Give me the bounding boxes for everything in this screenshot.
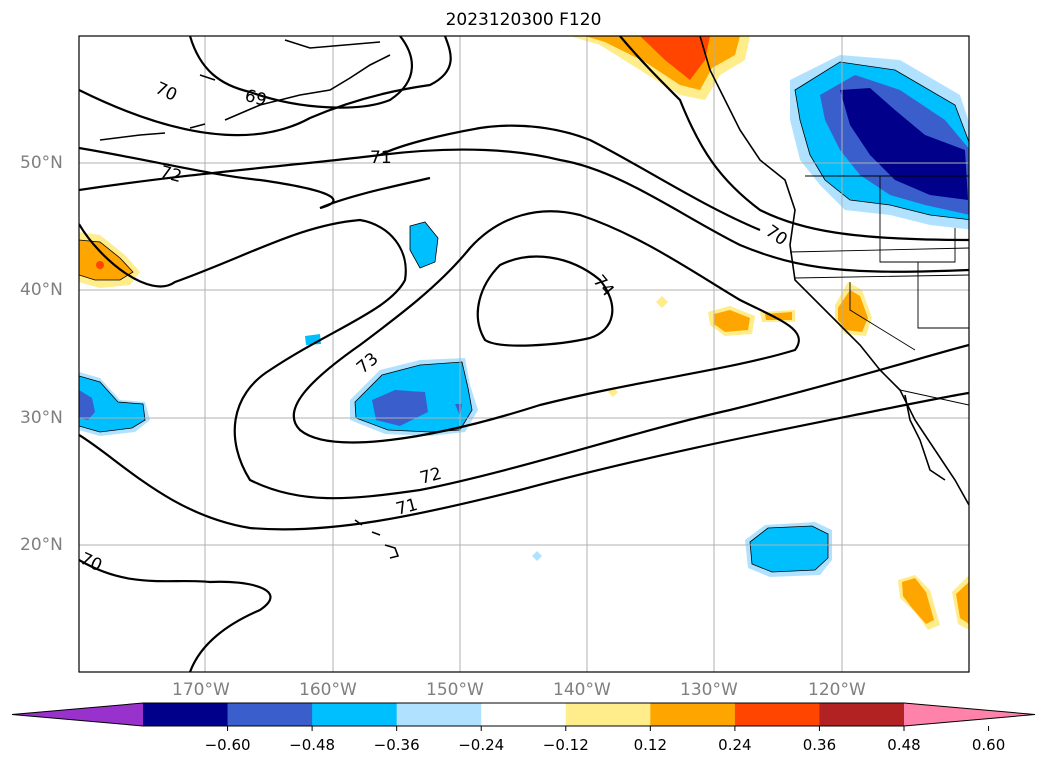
map-title: 2023120300 F120 xyxy=(445,10,602,30)
colorbar-extend-low xyxy=(12,703,143,726)
lon-label-150w: 150°W xyxy=(426,680,484,700)
colorbar-tick-label: −0.36 xyxy=(374,736,420,754)
colorbar-swatch xyxy=(565,703,651,726)
colorbar-swatch xyxy=(143,703,229,726)
colorbar-swatch xyxy=(312,703,398,726)
colorbar-swatch xyxy=(227,703,313,726)
contour-labels: 70 69 71 72 70 74 73 72 71 70 xyxy=(77,78,791,576)
contour-label-71-south: 71 xyxy=(394,495,420,520)
contour-label-72-west: 72 xyxy=(158,162,184,187)
colorbar-swatch xyxy=(650,703,736,726)
lon-label-160w: 160°W xyxy=(299,680,357,700)
map-gridlines xyxy=(79,36,969,672)
colorbar-swatch xyxy=(396,703,482,726)
colorbar-outline xyxy=(11,702,1036,727)
lat-label-40n: 40°N xyxy=(20,280,63,300)
lon-label-170w: 170°W xyxy=(172,680,230,700)
colorbar-tick-label: 0.36 xyxy=(803,736,836,754)
lat-label-50n: 50°N xyxy=(20,153,63,173)
contour-label-70-nw: 70 xyxy=(152,78,180,105)
colorbar-tick-label: −0.24 xyxy=(458,736,504,754)
lat-label-30n: 30°N xyxy=(20,408,63,428)
colorbar-swatch xyxy=(819,703,905,726)
lon-label-130w: 130°W xyxy=(680,680,738,700)
lon-label-140w: 140°W xyxy=(553,680,611,700)
contour-label-69: 69 xyxy=(243,86,269,111)
coastlines xyxy=(99,36,969,559)
map-frame xyxy=(78,35,970,673)
colorbar-tick-label: 0.24 xyxy=(718,736,751,754)
contour-label-71-north: 71 xyxy=(370,148,392,168)
colorbar-swatch xyxy=(734,703,820,726)
colorbar-swatch xyxy=(481,703,567,726)
lon-label-120w: 120°W xyxy=(808,680,866,700)
height-contours xyxy=(79,36,969,672)
political-borders xyxy=(789,175,969,406)
colorbar-tick-label: −0.60 xyxy=(205,736,251,754)
contour-label-70-sw: 70 xyxy=(77,549,105,576)
colorbar-tick-label: 0.48 xyxy=(887,736,920,754)
anomaly-outlines xyxy=(79,61,969,573)
colorbar-tick-label: −0.12 xyxy=(543,736,589,754)
contour-label-70-coast: 70 xyxy=(762,221,791,250)
colorbar-tick-label: −0.48 xyxy=(289,736,335,754)
lat-label-20n: 20°N xyxy=(20,535,63,555)
colorbar-tick-label: 0.12 xyxy=(634,736,667,754)
colorbar-extend-high xyxy=(904,703,1035,726)
map-field: 70 69 71 72 70 74 73 72 71 70 xyxy=(77,36,969,672)
colorbar-tick-label: 0.60 xyxy=(972,736,1005,754)
colorbar: −0.60 −0.48 −0.36 −0.24 −0.12 0.12 0.24 0.36 0.4… xyxy=(11,702,1036,754)
